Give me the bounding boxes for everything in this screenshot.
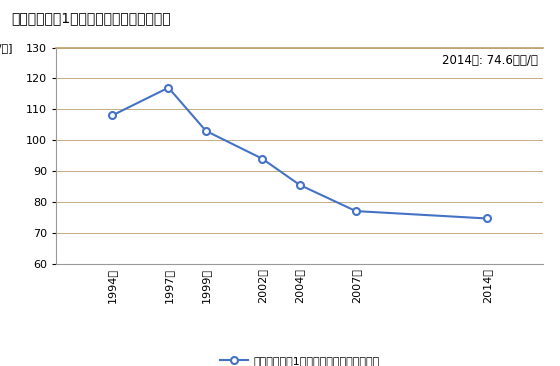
- 小売業の店舗1平米当たり年間商品販売額: [109, 113, 115, 117]
- Text: 小売業の店舗1平米当たり年間商品販売額: 小売業の店舗1平米当たり年間商品販売額: [11, 11, 171, 25]
- Text: 2014年: 74.6万円/㎡: 2014年: 74.6万円/㎡: [442, 54, 538, 67]
- 小売業の店舗1平米当たり年間商品販売額: [484, 216, 491, 221]
- 小売業の店舗1平米当たり年間商品販売額: [352, 209, 359, 213]
- 小売業の店舗1平米当たり年間商品販売額: [259, 156, 265, 161]
- Line: 小売業の店舗1平米当たり年間商品販売額: 小売業の店舗1平米当たり年間商品販売額: [109, 84, 491, 222]
- 小売業の店舗1平米当たり年間商品販売額: [296, 183, 303, 187]
- Y-axis label: [万円/㎡]: [万円/㎡]: [0, 43, 12, 53]
- 小売業の店舗1平米当たり年間商品販売額: [203, 129, 209, 133]
- Legend: 小売業の店舗1平米当たり年間商品販売額: 小売業の店舗1平米当たり年間商品販売額: [216, 351, 384, 366]
- 小売業の店舗1平米当たり年間商品販売額: [165, 86, 172, 90]
